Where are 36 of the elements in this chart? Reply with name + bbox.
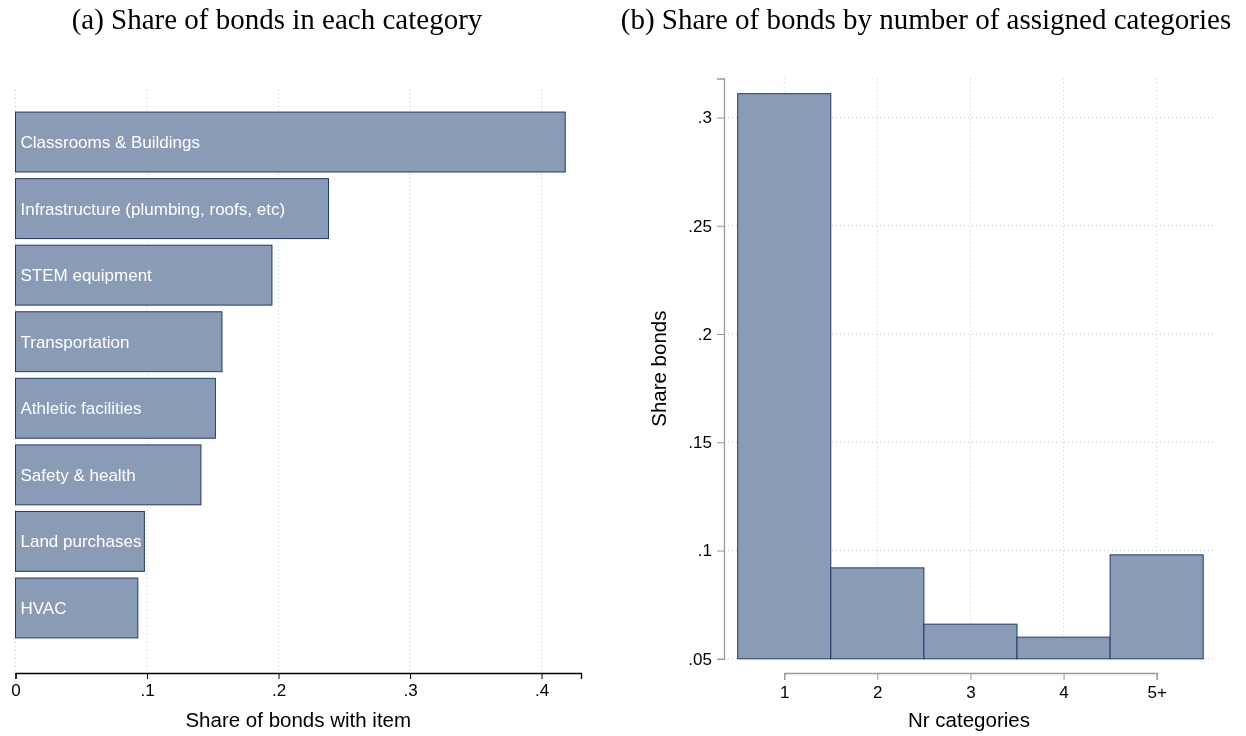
- y-tick-label: .05: [688, 649, 712, 669]
- bar: [15, 577, 139, 639]
- y-tick-label: Safety & health: [20, 465, 136, 485]
- x-tick-label: 2: [873, 683, 883, 703]
- x-tick-label: 4: [1059, 683, 1069, 703]
- y-tick-label: HVAC: [20, 598, 67, 618]
- bar: [15, 244, 273, 306]
- y-tick-label: Infrastructure (plumbing, roofs, etc): [20, 199, 286, 219]
- y-tick-label: Land purchases: [20, 532, 142, 552]
- x-tick-label: 1: [780, 683, 790, 703]
- y-tick-label: .1: [697, 541, 712, 561]
- x-tick-label: .2: [271, 681, 287, 701]
- y-tick-label: .3: [697, 108, 712, 128]
- x-tick-label: .4: [534, 681, 550, 701]
- y-tick-label: .25: [688, 216, 712, 236]
- y-tick-label: Athletic facilities: [20, 399, 142, 419]
- x-axis-title: Nr categories: [908, 708, 1030, 731]
- chart-title: (b) Share of bonds by number of assigned categories: [620, 3, 1232, 36]
- bar: [15, 510, 145, 572]
- x-tick-label: 5+: [1147, 683, 1167, 703]
- y-tick-label: .2: [697, 324, 712, 344]
- bar: [15, 311, 223, 373]
- x-tick-label: .3: [403, 681, 418, 701]
- y-tick-label: .15: [688, 433, 712, 453]
- y-tick-label: STEM equipment: [20, 266, 153, 286]
- y-tick-label: Classrooms & Buildings: [20, 132, 201, 152]
- bar: [15, 178, 329, 240]
- y-axis-title: Share bonds: [647, 310, 670, 427]
- bar: [15, 444, 202, 506]
- x-tick-label: 0: [11, 681, 21, 701]
- bar: [15, 111, 566, 173]
- bar: [15, 377, 216, 439]
- chart-title: (a) Share of bonds in each category: [71, 3, 483, 36]
- y-tick-label: Transportation: [20, 332, 130, 352]
- x-tick-label: 3: [966, 683, 976, 703]
- x-axis-title: Share of bonds with item: [185, 708, 412, 731]
